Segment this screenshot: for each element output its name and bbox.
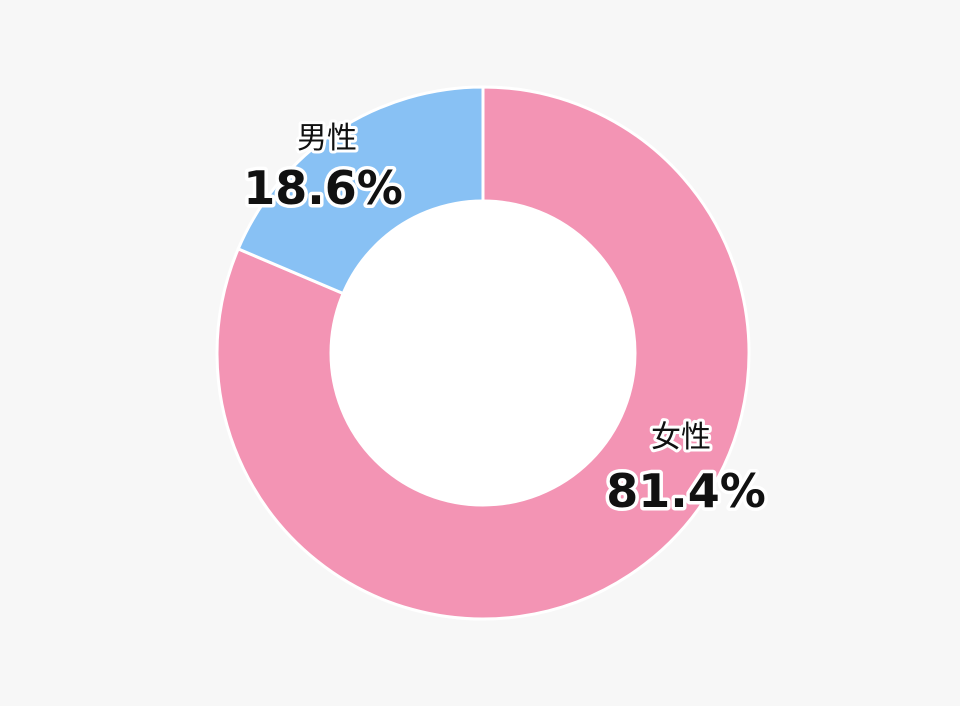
donut-hole xyxy=(329,199,637,507)
labels-layer: 女性 81.4% 男性 18.6% xyxy=(240,118,770,522)
slice-1-value-label: 18.6% xyxy=(243,161,403,215)
slice-0-name-label: 女性 xyxy=(651,420,711,455)
slice-1-name-label: 男性 xyxy=(297,121,357,156)
slice-0-value-label: 81.4% xyxy=(606,464,766,518)
